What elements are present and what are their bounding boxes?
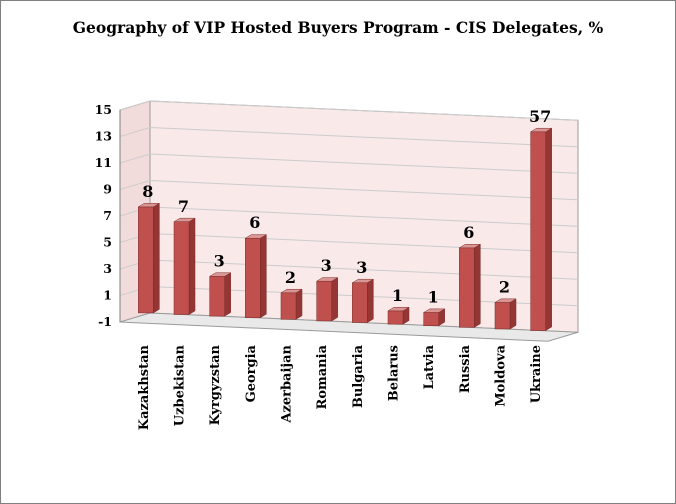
- bar: [138, 206, 154, 314]
- bar-side: [367, 278, 374, 323]
- bar-side: [260, 234, 267, 319]
- bar-side: [224, 272, 231, 317]
- bar-top: [280, 288, 303, 294]
- bar-side: [295, 288, 303, 320]
- bar: [280, 292, 297, 320]
- gridline: [119, 153, 579, 174]
- bar: [387, 310, 404, 325]
- data-label: 2: [499, 277, 510, 296]
- x-tick-label: Kazakhstan: [137, 344, 152, 430]
- y-tick-label: -1: [98, 314, 112, 329]
- data-label: 1: [392, 286, 403, 305]
- bar-side: [509, 298, 517, 330]
- data-label: 7: [178, 197, 189, 216]
- data-label: 3: [356, 258, 367, 277]
- y-tick-label: 15: [95, 102, 112, 117]
- bar: [352, 282, 368, 323]
- bar: [459, 247, 475, 328]
- bar-side: [474, 243, 481, 328]
- bar-side: [188, 217, 196, 315]
- data-label: 1: [428, 288, 439, 307]
- data-label: 6: [249, 213, 260, 232]
- chart-title: Geography of VIP Hosted Buyers Program -…: [72, 18, 604, 37]
- bar-top: [173, 217, 196, 223]
- bar: [423, 312, 439, 327]
- bar-top: [244, 234, 268, 239]
- data-label: 8: [142, 182, 153, 201]
- data-label: 6: [463, 223, 474, 242]
- bar-top: [458, 244, 482, 249]
- bar: [173, 221, 190, 315]
- bar: [530, 131, 546, 331]
- y-tick-label: 13: [95, 129, 112, 144]
- x-tick-label: Uzbekistan: [173, 344, 188, 426]
- bar-side: [331, 277, 338, 322]
- bar: [209, 276, 225, 317]
- bar: [494, 302, 511, 330]
- y-tick-label: 1: [103, 288, 112, 303]
- y-tick-label: 5: [103, 235, 112, 250]
- data-label: 57: [529, 107, 551, 126]
- bar-side: [153, 202, 160, 314]
- gridline: [119, 100, 579, 121]
- y-tick-label: 11: [95, 155, 112, 170]
- bar-top: [494, 298, 517, 303]
- gridline: [119, 179, 579, 201]
- data-label: 3: [321, 256, 332, 275]
- bar-top: [137, 203, 161, 208]
- y-tick-label: 9: [103, 182, 112, 197]
- bar-top: [351, 278, 375, 284]
- data-label: 2: [285, 268, 296, 287]
- x-tick-label: Latvia: [422, 344, 437, 389]
- x-tick-label: Romania: [315, 344, 330, 409]
- y-tick-label: 7: [103, 208, 112, 223]
- bar-top: [422, 308, 446, 313]
- bar: [316, 280, 332, 322]
- bar-top: [529, 127, 553, 133]
- x-tick-label: Bulgaria: [351, 344, 366, 408]
- x-tick-label: Russia: [458, 344, 473, 393]
- x-tick-label: Kyrgyzstan: [208, 344, 223, 425]
- x-tick-label: Georgia: [244, 344, 259, 402]
- x-tick-label: Belarus: [387, 345, 402, 401]
- bar-top: [208, 272, 232, 277]
- x-tick-label: Moldova: [494, 344, 509, 406]
- gridline: [119, 126, 579, 148]
- x-tick-label: Azerbaijan: [280, 344, 295, 423]
- x-tick-label: Ukraine: [529, 345, 544, 403]
- data-label: 3: [214, 251, 225, 270]
- plot-floor: [119, 312, 579, 342]
- bar-top: [315, 277, 339, 282]
- bar-top: [387, 307, 410, 312]
- bar-side: [545, 127, 552, 332]
- bar: [245, 237, 261, 318]
- y-tick-label: 3: [103, 261, 112, 276]
